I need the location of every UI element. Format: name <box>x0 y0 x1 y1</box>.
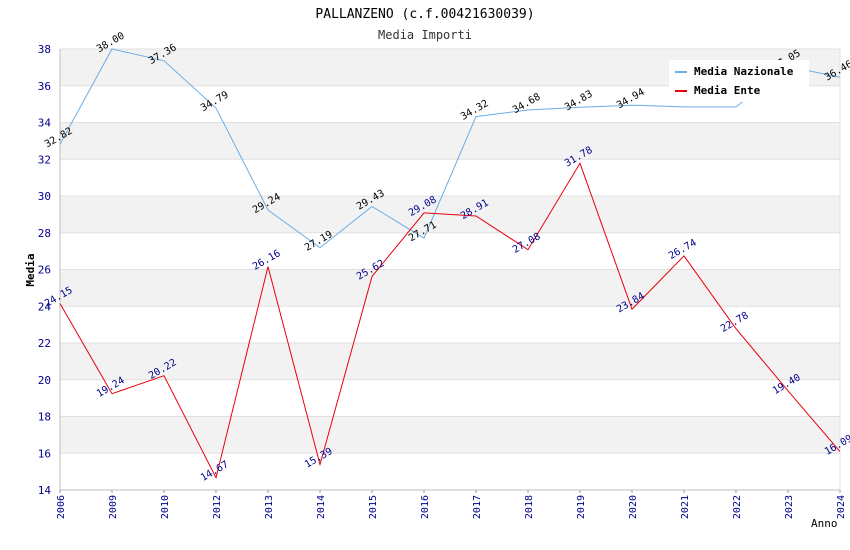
x-tick-label: 2017 <box>472 495 483 519</box>
y-tick-label: 34 <box>38 117 52 130</box>
grid-band <box>60 232 840 270</box>
x-tick-label: 2022 <box>732 495 743 519</box>
grid-band <box>60 122 840 160</box>
x-tick-label: 2010 <box>160 495 171 519</box>
x-axis-ticks: 2006 2009 2010 2012 2013 2014 2015 2016 2017 2018… <box>56 495 847 519</box>
x-tick-label: 2014 <box>316 495 327 519</box>
x-tick-label: 2019 <box>576 495 587 519</box>
x-tick-label: 2021 <box>680 495 691 519</box>
y-tick-label: 14 <box>38 484 52 497</box>
x-tick-label: 2013 <box>264 495 275 519</box>
x-tick-label: 2018 <box>524 495 535 519</box>
legend: Media Nazionale Media Ente <box>669 60 809 102</box>
series-line-media-nazionale <box>59 48 841 249</box>
x-tick-label: 2016 <box>420 495 431 519</box>
grid-band <box>60 379 840 417</box>
grid-band <box>60 269 840 307</box>
y-tick-label: 22 <box>38 337 51 350</box>
grid-band <box>60 343 840 380</box>
legend-label-media-ente: Media Ente <box>694 84 761 97</box>
x-tick-label: 2015 <box>368 495 379 519</box>
legend-box <box>669 60 809 102</box>
y-tick-label: 38 <box>38 43 51 56</box>
y-tick-label: 36 <box>38 80 51 93</box>
series-lines <box>59 48 841 480</box>
x-tick-label: 2009 <box>108 495 119 519</box>
x-tick-label: 2006 <box>56 495 67 519</box>
y-tick-label: 24 <box>38 300 52 313</box>
y-tick-label: 20 <box>38 374 51 387</box>
x-tick-label: 2024 <box>836 495 847 519</box>
legend-label-media-nazionale: Media Nazionale <box>694 65 794 78</box>
y-tick-label: 28 <box>38 227 51 240</box>
y-axis-label: Media <box>24 253 37 286</box>
x-tick-label: 2012 <box>212 495 223 519</box>
grid-band <box>60 453 840 490</box>
chart-subtitle: Media Importi <box>378 28 472 42</box>
x-tick-label: 2020 <box>628 495 639 519</box>
y-tick-label: 26 <box>38 264 51 277</box>
y-tick-label: 18 <box>38 411 51 424</box>
y-tick-label: 16 <box>38 447 51 460</box>
series-line-media-ente <box>59 162 841 480</box>
y-tick-label: 32 <box>38 153 51 166</box>
grid-band <box>60 416 840 454</box>
y-axis-ticks: 14 16 18 20 22 24 26 28 30 32 34 36 38 <box>38 43 52 497</box>
x-tick-label: 2023 <box>784 495 795 519</box>
y-tick-label: 30 <box>38 190 51 203</box>
gridlines <box>59 48 841 493</box>
x-axis-label: Anno <box>811 517 838 530</box>
chart-title: PALLANZENO (c.f.00421630039) <box>315 7 534 22</box>
grid-bands <box>60 49 840 490</box>
grid-band <box>60 306 840 343</box>
